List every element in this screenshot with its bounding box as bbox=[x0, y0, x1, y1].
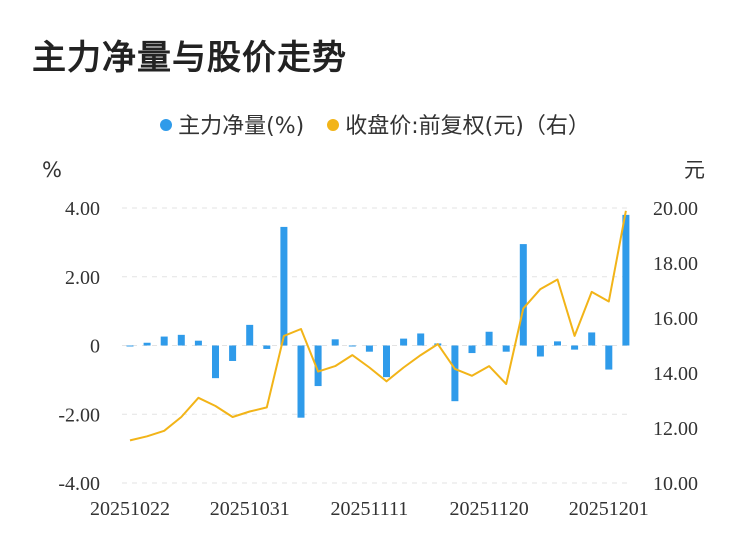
net-flow-bar[interactable] bbox=[331, 339, 339, 346]
x-tick-label: 20251031 bbox=[210, 498, 290, 520]
x-tick-label: 20251111 bbox=[331, 498, 409, 520]
net-flow-bar[interactable] bbox=[194, 340, 202, 346]
net-flow-bar[interactable] bbox=[297, 345, 305, 418]
right-tick-label: 14.00 bbox=[653, 363, 698, 385]
right-axis-unit: 元 bbox=[684, 158, 705, 182]
right-tick-label: 10.00 bbox=[653, 473, 698, 495]
legend-label-close-price: 收盘价:前复权(元)（右） bbox=[345, 114, 590, 139]
right-tick-label: 12.00 bbox=[653, 418, 698, 440]
net-flow-bar[interactable] bbox=[348, 345, 356, 347]
left-tick-label: 2.00 bbox=[65, 267, 100, 289]
legend-item-net-flow[interactable]: 主力净量(%) bbox=[160, 108, 304, 140]
x-tick-label: 20251201 bbox=[569, 498, 649, 520]
net-flow-bar[interactable] bbox=[417, 333, 425, 346]
x-tick-label: 20251120 bbox=[449, 498, 528, 520]
x-tick-label: 20251022 bbox=[90, 498, 170, 520]
net-flow-bar[interactable] bbox=[143, 342, 151, 346]
left-axis-unit: % bbox=[42, 158, 62, 182]
net-flow-bar[interactable] bbox=[451, 345, 459, 402]
x-axis-ticks: 20251022 20251031 20251111 20251120 20251201 bbox=[90, 498, 649, 520]
net-flow-bar[interactable] bbox=[400, 338, 408, 346]
net-flow-bar[interactable] bbox=[246, 324, 254, 346]
left-tick-label: -4.00 bbox=[58, 473, 100, 495]
net-flow-bar[interactable] bbox=[383, 345, 390, 378]
net-flow-bar[interactable] bbox=[571, 345, 579, 350]
right-tick-label: 16.00 bbox=[653, 308, 698, 330]
net-flow-bar[interactable] bbox=[126, 345, 134, 347]
net-flow-bar[interactable] bbox=[485, 331, 493, 346]
chart-legend: 主力净量(%) 收盘价:前复权(元)（右） bbox=[0, 108, 750, 140]
net-flow-bar[interactable] bbox=[263, 345, 271, 349]
legend-label-net-flow: 主力净量(%) bbox=[178, 114, 305, 139]
net-flow-bar[interactable] bbox=[229, 345, 237, 361]
left-axis-ticks: 4.00 2.00 0 -2.00 -4.00 bbox=[58, 198, 100, 495]
net-flow-bar[interactable] bbox=[622, 214, 630, 346]
legend-dot-close-price-icon bbox=[327, 119, 340, 131]
net-flow-bar[interactable] bbox=[588, 332, 596, 346]
net-flow-bar[interactable] bbox=[536, 345, 544, 357]
net-flow-bar[interactable] bbox=[314, 345, 322, 387]
net-flow-bar[interactable] bbox=[468, 345, 476, 354]
left-tick-label: 0 bbox=[90, 336, 100, 358]
close-price-series-line[interactable] bbox=[129, 210, 627, 442]
right-axis-ticks: 20.00 18.00 16.00 14.00 12.00 10.00 bbox=[653, 198, 698, 495]
net-flow-bar[interactable] bbox=[280, 226, 288, 346]
net-flow-bar[interactable] bbox=[160, 336, 168, 346]
grid-lines bbox=[122, 207, 630, 484]
left-tick-label: -2.00 bbox=[58, 404, 100, 426]
net-flow-bar[interactable] bbox=[554, 341, 561, 346]
net-flow-bars bbox=[126, 214, 630, 418]
net-flow-bar[interactable] bbox=[212, 345, 219, 379]
net-flow-bar[interactable] bbox=[605, 345, 613, 370]
page-title: 主力净量与股价走势 bbox=[32, 38, 347, 78]
right-tick-label: 18.00 bbox=[653, 253, 698, 275]
legend-dot-net-flow-icon bbox=[160, 119, 173, 131]
net-flow-bar[interactable] bbox=[177, 334, 185, 346]
net-flow-bar[interactable] bbox=[502, 345, 510, 352]
left-tick-label: 4.00 bbox=[65, 198, 100, 220]
close-price-line bbox=[129, 210, 627, 442]
legend-item-close-price[interactable]: 收盘价:前复权(元)（右） bbox=[327, 108, 590, 140]
net-flow-bar[interactable] bbox=[365, 345, 373, 352]
right-tick-label: 20.00 bbox=[653, 198, 698, 220]
net-flow-bar[interactable] bbox=[519, 244, 527, 346]
